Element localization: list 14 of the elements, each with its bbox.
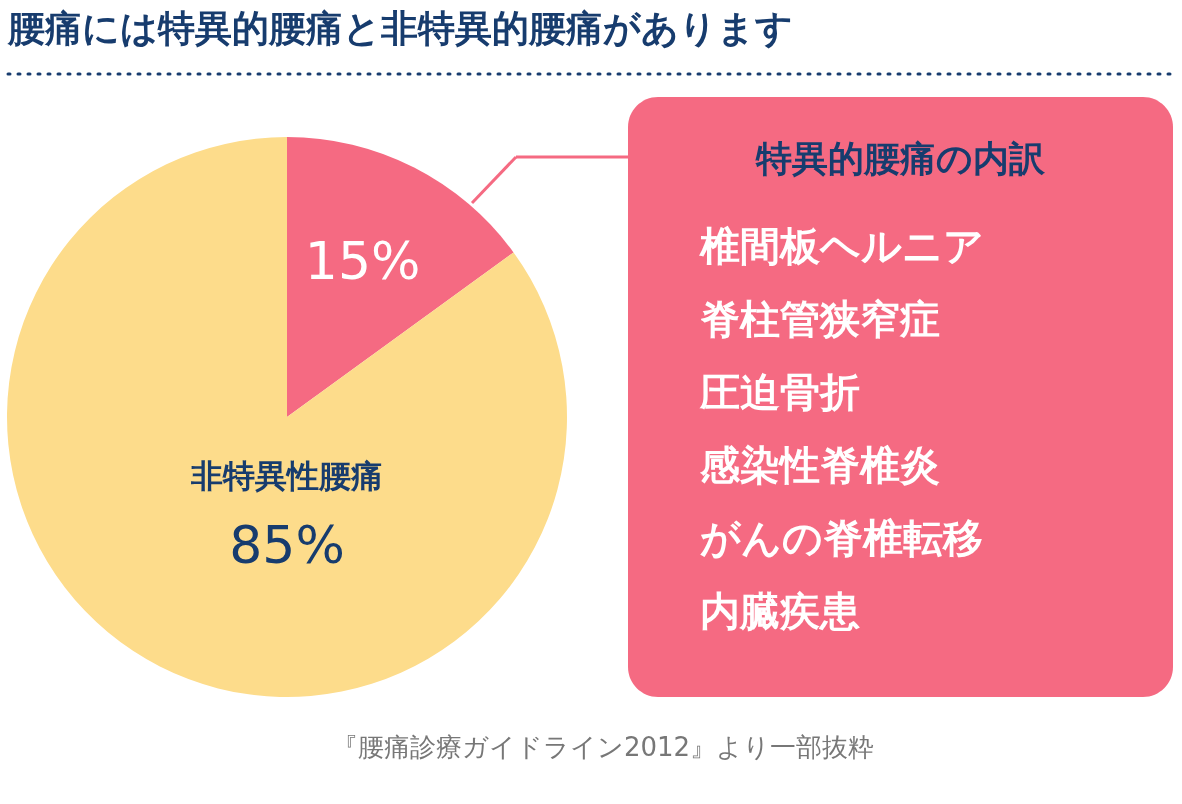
slice-label: 非特異性腰痛 [190,456,383,495]
text: 感染性脊椎炎 [699,442,940,488]
text: 椎間板ヘルニア [699,223,984,269]
pie-slice [7,137,567,697]
data-label: 15% [304,231,421,291]
text: がんの脊椎転移 [700,515,983,561]
text: 圧迫骨折 [699,369,860,415]
data-label: 85% [229,514,345,575]
chart-title: 腰痛には特異的腰痛と非特異的腰痛があります [7,7,793,50]
text: 脊柱管狭窄症 [700,296,940,342]
text: 『腰痛診療ガイドライン2012』より一部抜粋 [331,732,875,762]
text: 内臓疾患 [700,588,860,634]
pie-slice [287,137,514,417]
text: 特異的腰痛の内訳 [754,138,1046,179]
